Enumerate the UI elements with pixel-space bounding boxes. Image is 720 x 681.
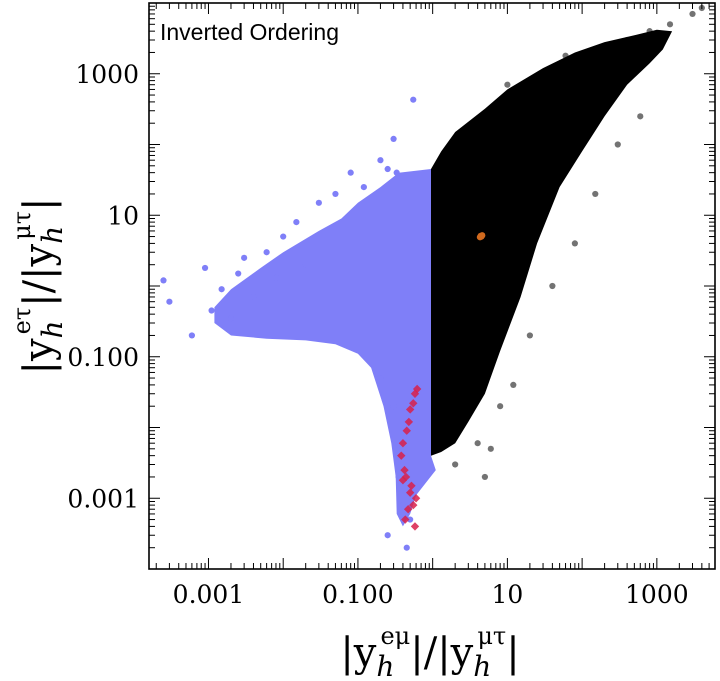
data-point — [384, 532, 391, 539]
data-point — [504, 81, 511, 88]
axis-ticks — [149, 2, 716, 570]
data-points — [160, 4, 705, 551]
blue-region — [214, 169, 436, 527]
data-point — [208, 307, 215, 314]
data-point — [407, 516, 414, 523]
data-point — [227, 315, 235, 322]
tick-labels: 0.001 0.100 10 1000 0.001 0.100 10 1000 — [67, 60, 688, 609]
data-point — [404, 417, 414, 427]
data-point — [400, 465, 409, 475]
data-point — [403, 505, 413, 514]
data-point — [403, 544, 410, 551]
data-point — [166, 298, 173, 305]
x-tick-label: 10 — [491, 580, 523, 609]
data-point — [390, 135, 397, 142]
data-point — [160, 277, 167, 284]
data-point — [497, 403, 504, 410]
data-point — [390, 403, 397, 410]
data-point — [562, 52, 569, 59]
data-point — [201, 264, 209, 272]
data-point — [272, 274, 280, 282]
data-point — [250, 293, 257, 301]
data-point — [411, 494, 421, 503]
data-point — [235, 270, 242, 277]
data-point — [646, 28, 653, 35]
data-point — [487, 107, 494, 114]
data-point — [666, 21, 674, 28]
data-point — [409, 399, 418, 408]
data-point — [579, 58, 586, 65]
data-point — [384, 165, 391, 173]
data-point — [360, 183, 367, 191]
data-point — [405, 405, 415, 414]
data-point — [539, 73, 547, 81]
data-point — [315, 199, 322, 206]
data-point — [601, 42, 608, 49]
x-axis-label: |yheμ|/|yhμτ| — [340, 622, 519, 681]
data-point — [465, 403, 472, 410]
data-point — [410, 96, 417, 103]
y-tick-label: 10 — [107, 201, 139, 230]
data-point — [332, 190, 339, 198]
data-point — [347, 169, 354, 176]
data-point — [280, 233, 287, 240]
data-point — [410, 389, 420, 398]
data-point — [432, 199, 439, 206]
x-tick-label: 0.001 — [173, 580, 245, 609]
data-point — [241, 254, 248, 261]
data-point — [302, 261, 309, 268]
data-point — [377, 374, 384, 382]
data-point — [218, 286, 225, 293]
data-point — [510, 381, 517, 389]
y-tick-label: 0.100 — [67, 343, 139, 372]
data-point — [377, 157, 384, 164]
data-point — [487, 445, 494, 452]
y-tick-label: 0.001 — [67, 484, 139, 513]
data-point — [614, 141, 621, 148]
x-tick-label: 1000 — [625, 580, 689, 609]
data-point — [689, 10, 696, 18]
data-point — [624, 36, 631, 44]
data-point — [465, 128, 472, 136]
y-tick-label: 1000 — [75, 60, 139, 89]
data-point — [395, 473, 402, 481]
data-point — [549, 282, 556, 290]
data-point — [481, 473, 488, 481]
black-region — [431, 29, 673, 456]
data-point — [452, 461, 459, 468]
data-point — [637, 113, 644, 120]
x-tick-label: 0.100 — [322, 580, 394, 609]
data-point — [474, 440, 481, 447]
data-point — [263, 249, 270, 256]
data-point — [188, 332, 195, 339]
data-point — [401, 515, 410, 524]
data-point — [407, 481, 416, 490]
data-point — [438, 157, 445, 164]
data-point — [293, 219, 300, 226]
data-point — [526, 332, 533, 339]
data-point — [402, 426, 411, 435]
chart-title: Inverted Ordering — [160, 19, 339, 45]
data-point — [477, 232, 484, 240]
data-point — [399, 502, 407, 509]
density-regions — [214, 29, 673, 527]
data-point — [393, 169, 400, 176]
data-point — [409, 500, 418, 510]
data-point — [397, 451, 406, 460]
data-point — [452, 144, 459, 151]
data-point — [526, 86, 533, 93]
data-point — [592, 190, 599, 198]
data-point — [405, 488, 415, 497]
data-point — [398, 438, 408, 448]
data-point — [571, 240, 578, 247]
data-point — [398, 475, 408, 485]
y-axis-label: |yheτ|/|yhμτ| — [8, 197, 69, 374]
data-point — [410, 522, 420, 531]
